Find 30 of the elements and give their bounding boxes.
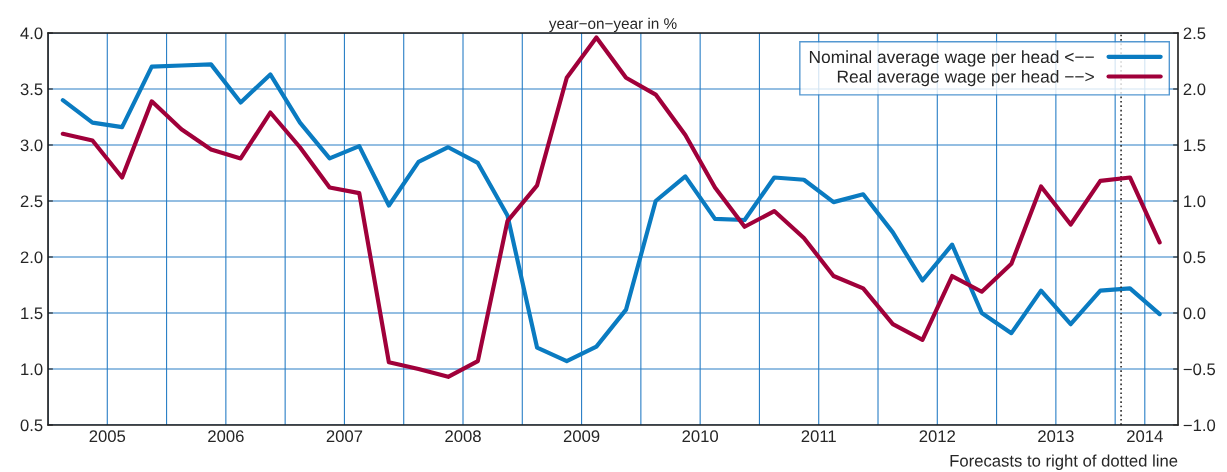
y2-tick-label: −0.5: [1183, 363, 1216, 376]
y-tick-label: 4.0: [20, 27, 43, 40]
x-tick-label: 2009: [563, 430, 600, 443]
y-tick-label: 0.5: [20, 419, 43, 432]
x-tick-label: 2011: [801, 430, 836, 443]
legend-label: Real average wage per head −−>: [837, 70, 1094, 87]
x-tick-label: 2012: [919, 430, 955, 443]
y2-tick-label: 1.5: [1184, 139, 1206, 152]
y-tick-label: 1.5: [21, 307, 43, 320]
y2-tick-label: 0.5: [1183, 251, 1206, 264]
y-tick-label: 2.0: [20, 251, 43, 264]
y-tick-label: 3.5: [20, 83, 43, 96]
text: Forecasts to right of dotted line: [950, 454, 1178, 470]
y2-tick-label: 0.0: [1183, 307, 1206, 320]
x-tick-label: 2013: [1038, 430, 1074, 443]
y-tick-label: 3.0: [20, 139, 43, 152]
x-tick-label: 2010: [682, 430, 719, 443]
legend-label: Nominal average wage per head <−−: [809, 50, 1094, 67]
x-tick-label: 2014: [1127, 430, 1163, 443]
chart-title: year−on−year in %: [548, 17, 677, 32]
y2-tick-label: −1.0: [1183, 419, 1216, 432]
y2-tick-label: 2.5: [1183, 27, 1206, 40]
y2-tick-label: 1.0: [1184, 195, 1206, 208]
y-tick-label: 2.5: [20, 195, 43, 208]
x-tick-label: 2008: [445, 430, 481, 443]
x-tick-label: 2007: [326, 430, 363, 443]
x-tick-label: 2005: [89, 430, 126, 443]
y-tick-label: 1.0: [21, 363, 43, 376]
x-tick-label: 2006: [208, 430, 244, 443]
y2-tick-label: 2.0: [1183, 83, 1206, 96]
